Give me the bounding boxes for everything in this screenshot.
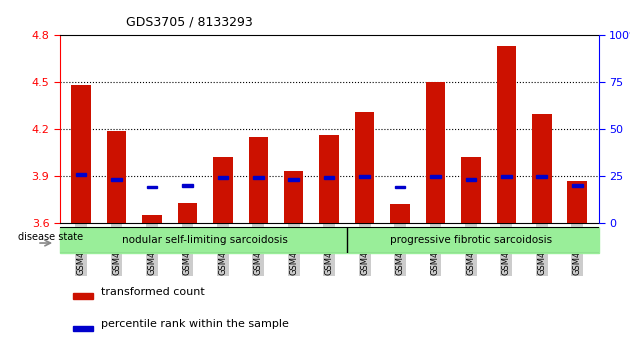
Bar bbox=[182, 184, 193, 187]
Bar bbox=[73, 326, 93, 331]
Bar bbox=[395, 185, 405, 188]
Bar bbox=[289, 178, 299, 181]
Text: percentile rank within the sample: percentile rank within the sample bbox=[101, 319, 289, 329]
Text: nodular self-limiting sarcoidosis: nodular self-limiting sarcoidosis bbox=[122, 235, 288, 245]
Bar bbox=[532, 114, 551, 223]
Text: disease state: disease state bbox=[18, 232, 83, 242]
Bar bbox=[253, 176, 263, 179]
Bar bbox=[355, 112, 374, 223]
Bar bbox=[496, 46, 516, 223]
Bar bbox=[147, 185, 158, 188]
Bar bbox=[284, 171, 304, 223]
Bar bbox=[319, 136, 339, 223]
Bar bbox=[430, 175, 441, 177]
Bar bbox=[73, 293, 93, 299]
Bar bbox=[217, 176, 228, 179]
Bar bbox=[537, 175, 547, 177]
Bar bbox=[426, 82, 445, 223]
Bar bbox=[213, 157, 232, 223]
Text: progressive fibrotic sarcoidosis: progressive fibrotic sarcoidosis bbox=[390, 235, 552, 245]
Bar bbox=[142, 215, 162, 223]
Bar bbox=[60, 227, 347, 253]
Bar bbox=[572, 184, 583, 187]
Bar bbox=[107, 131, 126, 223]
Text: GDS3705 / 8133293: GDS3705 / 8133293 bbox=[126, 16, 253, 29]
Bar bbox=[466, 178, 476, 181]
Text: transformed count: transformed count bbox=[101, 287, 205, 297]
Bar bbox=[324, 176, 335, 179]
Bar bbox=[71, 85, 91, 223]
Bar bbox=[112, 178, 122, 181]
Bar bbox=[347, 227, 598, 253]
Bar bbox=[249, 137, 268, 223]
Bar bbox=[178, 203, 197, 223]
Bar bbox=[568, 181, 587, 223]
Bar bbox=[76, 173, 86, 176]
Bar bbox=[391, 204, 410, 223]
Bar bbox=[461, 157, 481, 223]
Bar bbox=[501, 175, 512, 177]
Bar bbox=[359, 175, 370, 177]
